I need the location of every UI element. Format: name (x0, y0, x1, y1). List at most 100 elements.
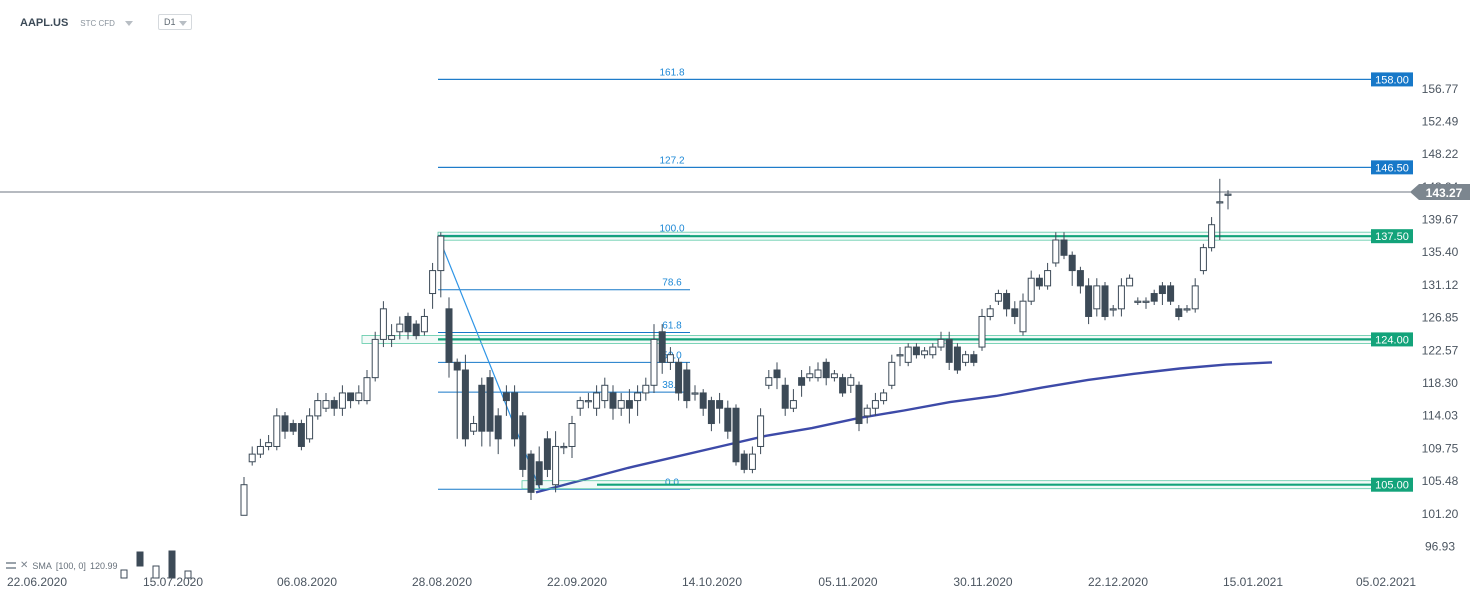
candle-body (896, 354, 904, 357)
candle (584, 392, 592, 409)
candle-body (338, 392, 346, 409)
candle-body (929, 346, 937, 356)
chevron-down-icon (179, 21, 187, 26)
candle (921, 347, 929, 359)
candle-body (642, 384, 650, 394)
candle (527, 450, 535, 500)
instrument-symbol[interactable]: AAPL.US (20, 17, 69, 29)
candle (757, 408, 765, 455)
y-tick-label: 148.22 (1422, 147, 1459, 161)
candle (486, 370, 494, 447)
candle-body (1134, 300, 1142, 303)
candle (347, 392, 355, 409)
candle (1093, 278, 1101, 317)
candle-body (297, 423, 305, 447)
candle (314, 392, 322, 420)
fib-label: 78.6 (662, 278, 682, 289)
level-tag (1371, 160, 1413, 175)
candle (625, 389, 633, 424)
candle-body (379, 308, 387, 340)
candle-body (1199, 247, 1207, 272)
x-tick-label: 22.06.2020 (7, 575, 67, 589)
candle (355, 385, 363, 405)
candle (1224, 190, 1232, 210)
candle-body (1044, 270, 1052, 287)
candle-body (519, 415, 527, 470)
candle-body (256, 445, 264, 455)
candle (1175, 305, 1183, 321)
candle-body (1076, 270, 1084, 287)
candle (666, 347, 674, 370)
candle-body (863, 407, 871, 417)
candle-body (420, 315, 428, 333)
candle-body (683, 369, 691, 402)
candle (568, 415, 576, 458)
candle-body (634, 392, 642, 402)
candle (404, 312, 412, 340)
candle (593, 385, 601, 416)
candle-body (429, 270, 437, 295)
candle (896, 347, 904, 367)
candle (1109, 305, 1117, 317)
candle-body (617, 400, 625, 409)
candle (1068, 251, 1076, 286)
candle (888, 354, 896, 390)
fib-label: 161.8 (659, 67, 684, 78)
y-tick-label: 122.57 (1422, 343, 1459, 357)
candle-body (461, 369, 469, 440)
candle-body (625, 400, 633, 409)
candle (822, 358, 830, 386)
candle (1019, 293, 1027, 336)
candle-body (724, 407, 732, 432)
candle (814, 362, 822, 382)
candle-body (535, 461, 543, 486)
candle (642, 377, 650, 401)
x-tick-label: 30.11.2020 (953, 575, 1012, 589)
candle (740, 450, 748, 474)
candle-body (1060, 239, 1068, 256)
indicator-legend[interactable]: ✕ SMA [100, 0] 120.99 (6, 560, 118, 571)
candle-body (650, 338, 658, 386)
candle-body (953, 346, 961, 371)
candle (396, 316, 404, 340)
candle-body (666, 354, 674, 363)
candle-body (978, 315, 986, 348)
y-tick-label: 109.75 (1422, 441, 1459, 455)
candle-body (486, 377, 494, 432)
candle-body (773, 369, 781, 379)
candle (1003, 289, 1011, 317)
candle (248, 446, 256, 466)
x-tick-label: 28.08.2020 (412, 575, 472, 589)
candle-body (1109, 308, 1117, 311)
timeframe-select[interactable]: D1 (158, 14, 192, 30)
candle (1150, 289, 1158, 305)
x-tick-label: 05.11.2020 (818, 575, 877, 589)
candle-body (1093, 285, 1101, 310)
level-tag-label: 105.00 (1375, 480, 1409, 492)
candle-body (396, 323, 404, 333)
candle (658, 324, 666, 374)
candle (904, 343, 912, 367)
candle (970, 350, 978, 367)
candle (240, 477, 248, 516)
instrument-header[interactable]: AAPL.US STC CFD (20, 14, 133, 32)
chevron-down-icon[interactable] (124, 20, 133, 26)
candle (880, 389, 888, 405)
candle (453, 358, 461, 439)
candle (470, 415, 478, 435)
fib-label: 100.0 (659, 223, 684, 234)
candle (1208, 217, 1216, 252)
candle (855, 381, 863, 432)
candle-body (527, 453, 535, 493)
candle-body (921, 350, 929, 356)
candle-body (584, 400, 592, 403)
candle (1126, 274, 1134, 287)
candle (601, 377, 609, 409)
close-icon[interactable]: ✕ (20, 560, 29, 571)
candle-body (543, 438, 551, 470)
candle-body (1191, 285, 1199, 310)
candle-body (120, 569, 128, 579)
candle-body (1068, 254, 1076, 272)
level-tag (1371, 477, 1413, 492)
